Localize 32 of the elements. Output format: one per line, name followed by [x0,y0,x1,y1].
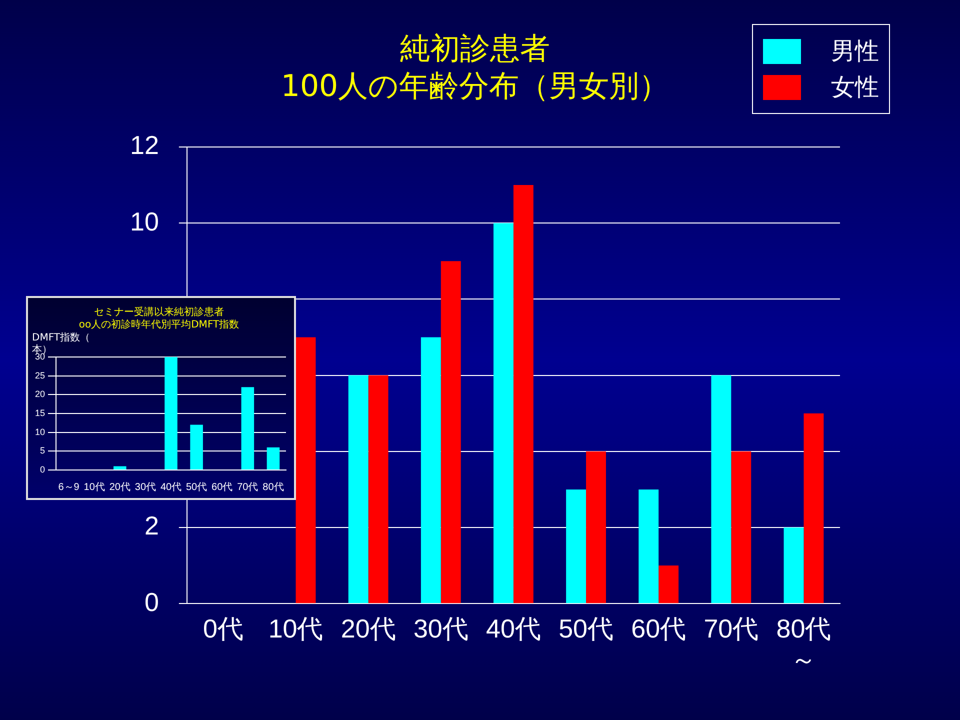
x-tick-label: 30代 [134,482,156,493]
legend-label: 女性 [831,72,879,103]
x-tick-label: 50代 [558,613,614,644]
y-tick-label: 0 [144,586,159,617]
x-tick-label: 80代～ [776,613,832,675]
y-tick-label: 2 [144,510,159,541]
x-tick-label: 20代 [340,613,396,644]
x-tick-label: 30代 [413,613,468,644]
legend-label: 男性 [831,36,879,67]
y-tick-label: 15 [34,408,46,418]
y-tick-label: 25 [34,370,46,380]
y-tick-label: 0 [40,464,46,474]
y-tick-label: 10 [130,206,159,236]
chart-title: 純初診患者 100人の年齢分布（男女別） [280,32,670,104]
x-tick-label: 0代 [202,613,244,644]
y-tick-label: 20 [34,389,46,400]
x-tick-label: 6～9 [58,482,80,493]
x-tick-label: 20代 [109,482,130,493]
y-tick-label: 12 [130,130,159,160]
x-tick-label: 40代 [486,613,541,644]
x-tick-label: 60代 [631,613,686,644]
x-tick-label: 40代 [160,482,182,493]
chart-title: セミナー受講以来純初診患者 oo人の初診時年代別平均DMFT指数 [78,306,240,330]
x-tick-label: 60代 [212,482,233,493]
x-tick-label: 10代 [84,482,105,493]
x-tick-label: 50代 [186,482,208,493]
y-tick-label: 5 [40,446,46,456]
x-tick-label: 70代 [704,613,759,644]
x-tick-label: 10代 [268,613,324,644]
x-tick-label: 80代 [262,482,284,493]
x-tick-label: 70代 [237,482,258,493]
y-tick-label: 10 [34,426,46,437]
